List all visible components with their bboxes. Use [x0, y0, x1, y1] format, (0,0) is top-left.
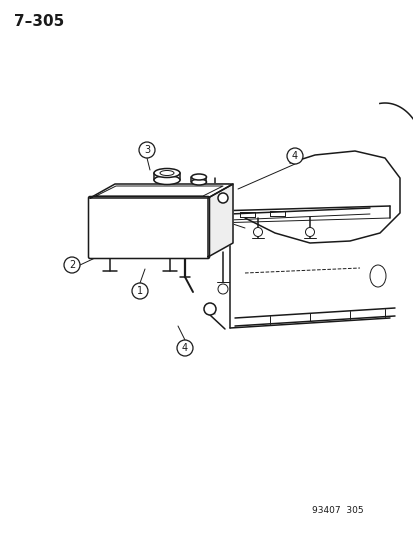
Ellipse shape — [159, 171, 173, 175]
Circle shape — [177, 340, 192, 356]
Text: 4: 4 — [181, 343, 188, 353]
Text: 2: 2 — [69, 260, 75, 270]
Text: 1: 1 — [137, 286, 143, 296]
Text: 4: 4 — [291, 151, 297, 161]
Circle shape — [286, 148, 302, 164]
FancyBboxPatch shape — [88, 197, 209, 259]
Circle shape — [218, 284, 228, 294]
Circle shape — [305, 228, 314, 237]
Ellipse shape — [191, 174, 206, 180]
Ellipse shape — [154, 168, 180, 177]
Circle shape — [139, 142, 154, 158]
Circle shape — [218, 193, 228, 203]
Ellipse shape — [154, 175, 180, 184]
Circle shape — [132, 283, 147, 299]
Circle shape — [253, 228, 262, 237]
Ellipse shape — [191, 179, 206, 185]
Polygon shape — [90, 184, 233, 198]
Text: 93407  305: 93407 305 — [311, 506, 363, 515]
Text: 3: 3 — [144, 145, 150, 155]
Ellipse shape — [369, 265, 385, 287]
Circle shape — [64, 257, 80, 273]
Polygon shape — [207, 184, 233, 257]
Circle shape — [204, 303, 216, 315]
Text: 7–305: 7–305 — [14, 14, 64, 29]
